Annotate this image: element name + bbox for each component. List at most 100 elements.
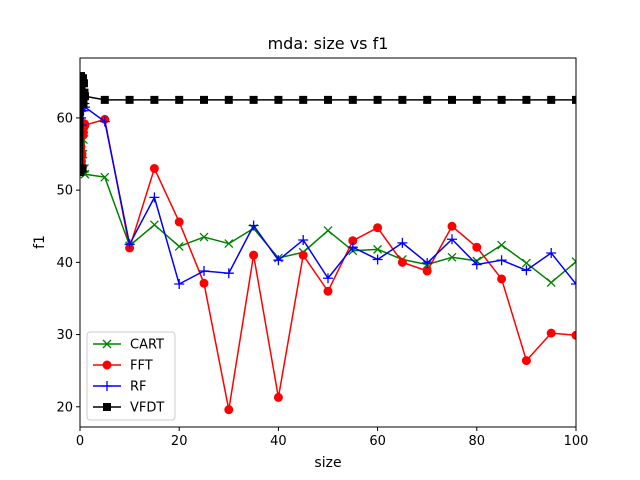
series-vfdt-point — [348, 95, 357, 104]
series-vfdt-point — [150, 95, 159, 104]
series-vfdt-point — [200, 95, 208, 104]
x-tick-label: 20 — [171, 434, 188, 449]
series-vfdt — [80, 72, 576, 177]
series-fft-point — [521, 356, 531, 366]
series-rf-point — [323, 273, 333, 284]
series-rf-point — [546, 247, 557, 258]
series-rf-point — [124, 239, 135, 250]
x-tick-label: 0 — [76, 434, 84, 449]
legend-vfdt-label: VFDT — [130, 401, 164, 416]
series-fft-point — [273, 392, 283, 402]
x-axis-label: size — [314, 455, 341, 471]
y-tick-label: 40 — [56, 256, 73, 271]
series-fft-point — [373, 223, 383, 233]
series-rf-point — [99, 116, 110, 127]
y-axis: 20 30 40 50 60 — [56, 111, 80, 415]
series-rf-point — [174, 279, 185, 290]
series-cart-point — [149, 220, 159, 230]
series-cart-point — [224, 239, 234, 249]
series-rf-point — [571, 279, 576, 290]
series-vfdt-point — [80, 99, 88, 108]
series-vfdt-point — [224, 95, 233, 104]
plot-area — [79, 57, 577, 428]
series-fft-point — [249, 250, 259, 260]
legend-fft: FFT — [93, 359, 153, 374]
series-cart-point — [323, 226, 333, 236]
series-vfdt-point — [324, 95, 332, 104]
axes-frame — [79, 57, 577, 428]
series-vfdt-point — [125, 95, 134, 104]
legend-rf-label: RF — [130, 380, 147, 395]
x-tick-label: 100 — [564, 434, 589, 449]
series-cart-point — [373, 244, 383, 254]
series-vfdt-point — [80, 79, 88, 88]
series-rf-point — [347, 242, 358, 253]
chart-title: mda: size vs f1 — [268, 34, 389, 53]
series-cart-point — [497, 240, 507, 250]
series-vfdt-point — [80, 164, 87, 173]
series-rf-point — [422, 258, 433, 269]
y-tick-label: 30 — [56, 328, 73, 343]
legend-fft-point — [102, 360, 112, 370]
series-vfdt-point — [299, 95, 308, 104]
legend-cart: CART — [93, 338, 164, 353]
series-rf-point — [496, 255, 507, 266]
series-vfdt-point — [274, 95, 283, 104]
series-cart-point — [447, 252, 457, 262]
series-rf-point — [372, 254, 383, 265]
series-fft-point — [397, 257, 407, 267]
series-fft-point — [199, 278, 209, 288]
series-rf-point — [397, 237, 408, 248]
series-cart-point — [546, 278, 556, 288]
series-vfdt-point — [547, 95, 556, 104]
legend-box — [86, 331, 176, 421]
x-axis: 0 20 40 60 80 100 — [76, 427, 589, 449]
series-vfdt-point — [80, 92, 89, 101]
series-cart-point — [199, 232, 209, 242]
series-vfdt-point — [522, 95, 531, 104]
series-fft-point — [224, 405, 234, 415]
series-vfdt-point — [472, 95, 481, 104]
x-tick-label: 60 — [369, 434, 386, 449]
legend-rf: RF — [93, 380, 147, 395]
series-rf-point — [521, 265, 532, 276]
legend: CART FFT RF VFDT — [86, 331, 176, 421]
legend-cart-label: CART — [130, 338, 164, 353]
series-fft-point — [323, 286, 333, 296]
series-layer — [80, 72, 576, 415]
legend-cart-point — [102, 339, 112, 349]
legend-vfdt: VFDT — [93, 401, 164, 416]
legend-rf-point — [102, 381, 112, 391]
series-fft-point — [174, 217, 184, 227]
series-fft-point — [571, 330, 576, 340]
series-vfdt-point — [497, 95, 506, 104]
series-fft-point — [422, 266, 432, 276]
series-fft-point — [447, 221, 457, 231]
series-vfdt-point — [398, 95, 407, 104]
series-fft-point — [472, 242, 482, 252]
legend-fft-label: FFT — [130, 359, 153, 374]
series-vfdt-point — [100, 95, 109, 104]
series-rf-point — [447, 234, 457, 245]
series-fft-point — [149, 163, 159, 173]
series-cart-point — [100, 172, 110, 182]
series-cart-point — [521, 258, 531, 268]
series-vfdt-point — [175, 95, 184, 104]
y-tick-label: 50 — [56, 184, 73, 199]
y-tick-label: 60 — [56, 111, 73, 126]
series-rf-point — [471, 259, 482, 270]
series-cart-point — [174, 242, 184, 251]
series-vfdt-point — [249, 95, 258, 104]
series-rf-point — [248, 220, 259, 231]
series-fft-point — [546, 328, 556, 338]
series-fft-point — [298, 250, 308, 260]
series-fft-point — [497, 274, 507, 284]
series-rf-point — [199, 266, 209, 277]
legend-vfdt-point — [103, 403, 111, 411]
series-rf-point — [273, 255, 284, 266]
series-cart-point — [571, 257, 576, 267]
series-vfdt-point — [423, 95, 432, 104]
y-axis-label: f1 — [32, 235, 48, 249]
x-tick-label: 80 — [469, 434, 486, 449]
